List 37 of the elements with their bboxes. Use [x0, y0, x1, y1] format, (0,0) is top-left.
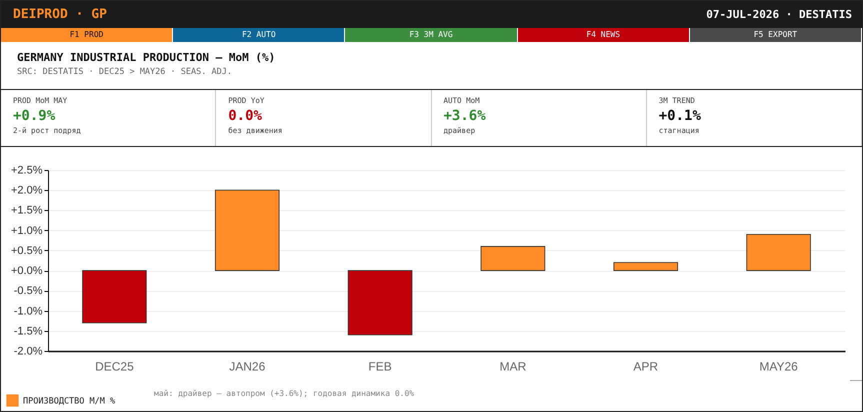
bar — [82, 270, 147, 324]
bar — [746, 234, 811, 271]
text: DEIPROD · GP — [13, 7, 107, 22]
text: 0.0% — [228, 108, 263, 124]
text: F1 PROD — [1, 28, 174, 42]
bar — [214, 190, 280, 271]
bar — [348, 270, 412, 336]
chart-subtitle: SRC: DESTATIS · DEC25 > MAY26 · SEAS. ADJ. — [17, 67, 232, 77]
x-tick-label: APR — [633, 360, 658, 374]
bar — [480, 246, 546, 271]
x-tick-label: MAY26 — [759, 360, 798, 374]
text: F4 NEWS — [518, 28, 690, 42]
x-tick-label: JAN26 — [229, 360, 266, 374]
text: +3.6% — [444, 108, 487, 124]
bar — [613, 262, 678, 271]
chart-title: GERMANY INDUSTRIAL PRODUCTION — MoM (%) — [17, 51, 276, 64]
y-tick-label: -1.5% — [14, 325, 43, 338]
x-tick-label: DEC25 — [95, 360, 134, 374]
text: +0.9% — [13, 108, 56, 124]
y-tick-label: +2.5% — [11, 164, 43, 176]
y-tick-label: +0.5% — [11, 244, 43, 257]
text: F5 EXPORT — [690, 28, 862, 42]
y-tick-label: +1.0% — [11, 224, 43, 237]
y-tick-label: +2.0% — [11, 184, 43, 197]
text: +0.1% — [658, 108, 702, 124]
y-tick-label: +1.5% — [11, 204, 43, 217]
y-tick-label: -0.5% — [14, 285, 43, 298]
text: F3 3M AVG — [345, 28, 518, 42]
x-tick-label: FEB — [368, 360, 392, 374]
text: 07-JUL-2026 · DESTATIS — [706, 8, 852, 21]
y-tick-label: -2.0% — [14, 346, 43, 358]
x-tick-label: MAR — [500, 360, 527, 374]
legend-label: ПРОИЗВОДСТВО М/М % — [23, 396, 116, 406]
y-tick-label: -1.0% — [14, 305, 43, 318]
text: май: драйвер — автопром (+3.6%); годовая динамика 0.0% — [154, 389, 414, 398]
y-tick-label: +0.0% — [11, 265, 43, 278]
text: F2 AUTO — [173, 28, 346, 42]
